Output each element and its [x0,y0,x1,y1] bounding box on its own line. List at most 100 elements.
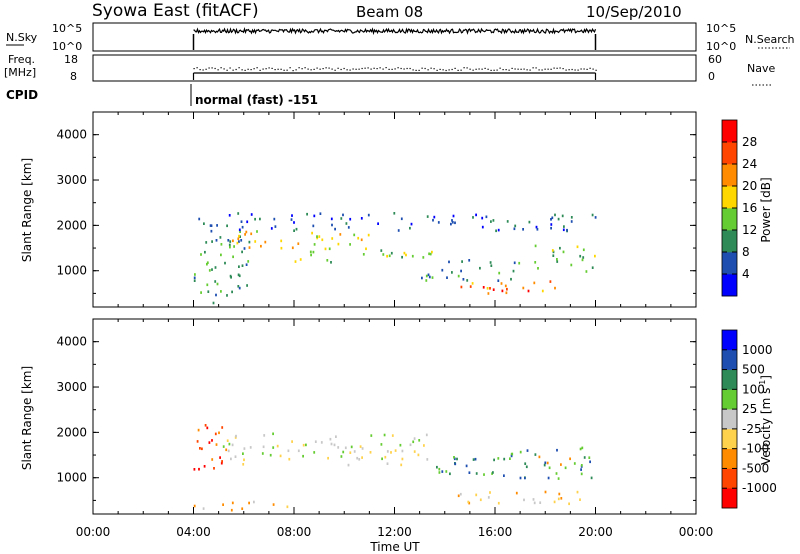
power-echo-cell [310,253,312,257]
velocity-echo-cell [227,449,230,453]
power-echo-cell [426,215,429,218]
power-echo-cell [306,212,308,216]
power-echo-cell [321,238,324,242]
power-echo-cell [497,279,500,282]
power-echo-cell [241,250,243,254]
velocity-echo-cell [580,464,583,467]
velocity-echo-cell [218,431,220,435]
power-echo-cell [377,222,379,225]
nsky-trace [192,26,597,50]
velocity-echo-cell [220,461,223,465]
power-echo-cells [193,212,597,305]
power-echo-cell [557,217,560,221]
power-echo-cell [205,241,208,244]
velocity-echo-cell [198,467,200,471]
velocity-colorbar-tick: 25 [742,402,757,416]
velocity-echo-cell [235,434,237,438]
power-echo-cell [256,230,258,233]
power-echo-cell [489,261,492,264]
power-echo-cell [226,224,228,228]
velocity-echo-cell [199,447,201,450]
power-echo-cell [237,212,240,215]
power-echo-cell [469,285,472,288]
velocity-echo-cell [261,452,264,455]
velocity-colorbar-swatch [722,488,737,509]
power-echo-cell [468,259,471,262]
power-echo-cell [475,213,477,217]
velocity-echo-cell [580,472,583,476]
power-echo-cell [216,282,219,286]
power-echo-cell [466,279,469,282]
power-echo-cell [457,274,460,278]
power-echo-cell [556,260,559,263]
power-echo-cell [563,225,565,228]
power-echo-cell [297,242,300,245]
power-echo-cell [534,244,537,248]
power-colorbar-tick: 20 [742,179,757,193]
power-echo-cell [585,270,588,273]
velocity-echo-cell [204,424,207,427]
power-echo-cell [390,251,393,255]
power-echo-cell [367,233,370,237]
power-echo-cell [431,250,433,254]
velocity-echo-cell [557,497,560,501]
velocity-echo-cell [546,461,549,465]
velocity-echo-cell [479,498,482,502]
power-echo-cell [313,214,316,218]
velocity-echo-cell [509,457,511,460]
power-echo-cell [522,286,525,290]
velocity-echo-cell [401,457,404,461]
power-echo-cell [554,286,556,290]
velocity-echo-cell [409,443,412,447]
nsky-panel: N.Sky 10^5 10^0 10^5 10^0 N.Search [6,22,795,53]
power-echo-cell [241,225,244,229]
velocity-echo-cell [581,446,584,450]
power-echo-cell [409,226,411,230]
velocity-echo-cell [297,449,300,453]
velocity-echo-cell [383,433,386,437]
power-echo-cell [294,260,297,263]
power-echo-cell [504,284,507,288]
power-colorbar-tick: 8 [742,245,750,259]
power-echo-cell [487,292,490,295]
power-echo-cell [312,250,315,254]
power-echo-cell [236,241,239,245]
power-echo-cell [393,212,396,215]
power-echo-cell [570,216,573,219]
velocity-echo-cell [475,472,478,475]
power-echo-cell [380,249,383,252]
velocity-echo-cell [436,465,438,469]
power-echo-cell [274,225,277,228]
power-panel: 1000 2000 3000 4000 Slant Range [km] [20,111,697,308]
velocity-echo-cell [272,446,275,449]
power-echo-cell [562,228,565,232]
power-echo-cell [198,217,201,221]
velocity-echo-cell [588,456,591,459]
power-echo-cell [330,217,333,221]
power-echo-cell [245,230,248,234]
power-ytick-label: 4000 [56,128,87,142]
power-echo-cell [403,251,406,255]
velocity-echo-cell [418,439,421,442]
power-echo-cell [550,218,552,221]
power-echo-cell [505,291,508,295]
power-echo-cell [461,260,463,263]
power-echo-cell [401,255,403,259]
power-echo-cell [273,217,276,221]
velocity-echo-cell [327,456,329,460]
power-echo-cell [211,268,213,271]
velocity-echo-cell [503,457,506,461]
power-colorbar-tick: 28 [742,135,757,149]
power-echo-cell [318,235,321,238]
power-echo-cell [229,240,232,243]
power-echo-cell [206,283,209,287]
power-echo-cell [481,225,484,229]
power-echo-cell [240,220,243,223]
velocity-echo-cell [492,471,494,474]
power-echo-cell [482,286,485,289]
power-echo-cell [339,233,342,236]
freq-panel: Freq. [MHz] 18 8 60 0 Nave [4,53,775,86]
velocity-echo-cell [533,501,536,505]
power-echo-cell [299,258,302,261]
velocity-echo-cell [386,450,389,453]
